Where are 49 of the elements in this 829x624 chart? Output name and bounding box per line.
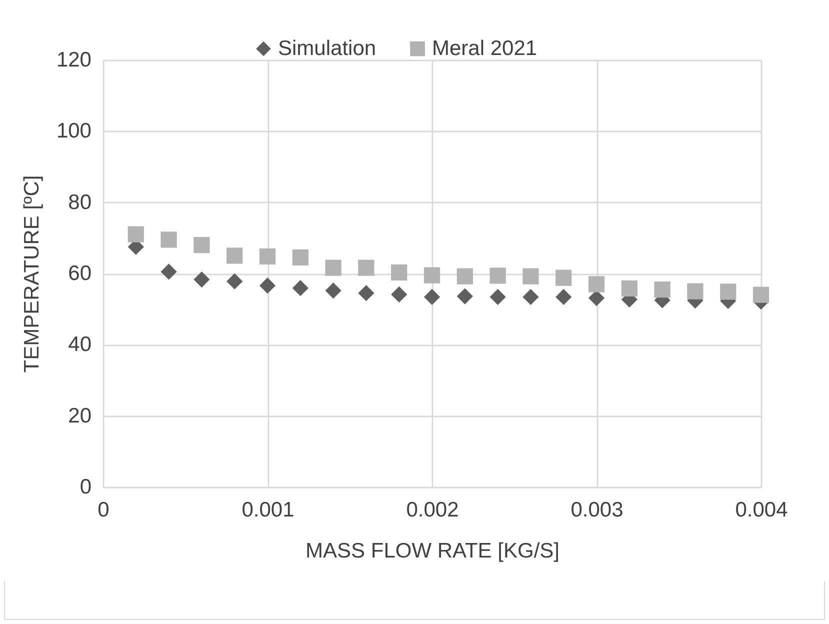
x-tick-label: 0: [98, 498, 110, 522]
point: [292, 280, 308, 296]
y-axis-title: TEMPERATURE [ºC]: [20, 175, 44, 373]
point: [160, 264, 177, 280]
point: [720, 284, 736, 300]
point: [490, 268, 506, 284]
y-tick-label: 120: [56, 48, 92, 72]
point: [556, 270, 572, 286]
point: [588, 276, 605, 292]
point: [292, 249, 308, 266]
point: [391, 286, 408, 303]
x-tick-label: 0.001: [242, 498, 294, 522]
y-tick-label: 40: [68, 333, 92, 356]
point: [424, 288, 440, 306]
legend-label: Meral 2021: [432, 36, 538, 60]
point: [456, 268, 473, 284]
y-tick-label: 0: [80, 476, 92, 498]
point: [522, 288, 539, 306]
point: [358, 260, 374, 276]
point: [226, 273, 243, 290]
point: [391, 264, 408, 280]
x-tick-label: 0.003: [570, 498, 624, 522]
point: [259, 278, 276, 294]
point: [325, 260, 342, 276]
x-axis-title: MASS FLOW RATE [KG/S]: [306, 540, 560, 562]
y-tick-label: 80: [68, 190, 92, 214]
point: [556, 288, 572, 306]
x-tick-label: 0.004: [735, 498, 788, 522]
point: [490, 288, 506, 306]
point: [128, 226, 144, 242]
point: [621, 280, 638, 297]
point: [325, 282, 342, 299]
legend-label: Simulation: [278, 36, 376, 60]
point: [226, 248, 243, 264]
x-tick-label: 0.002: [406, 498, 459, 522]
y-tick-label: 60: [68, 262, 92, 285]
point: [194, 236, 210, 254]
point: [687, 283, 704, 300]
y-tick-label: 100: [56, 120, 92, 143]
point: [259, 248, 276, 264]
point: [456, 288, 473, 304]
y-tick-label: 20: [68, 404, 92, 428]
point: [654, 281, 670, 298]
point: [358, 285, 374, 302]
point: [194, 271, 210, 288]
point: [522, 268, 539, 284]
point: [160, 232, 177, 248]
point: [424, 267, 440, 284]
point: [752, 286, 770, 303]
